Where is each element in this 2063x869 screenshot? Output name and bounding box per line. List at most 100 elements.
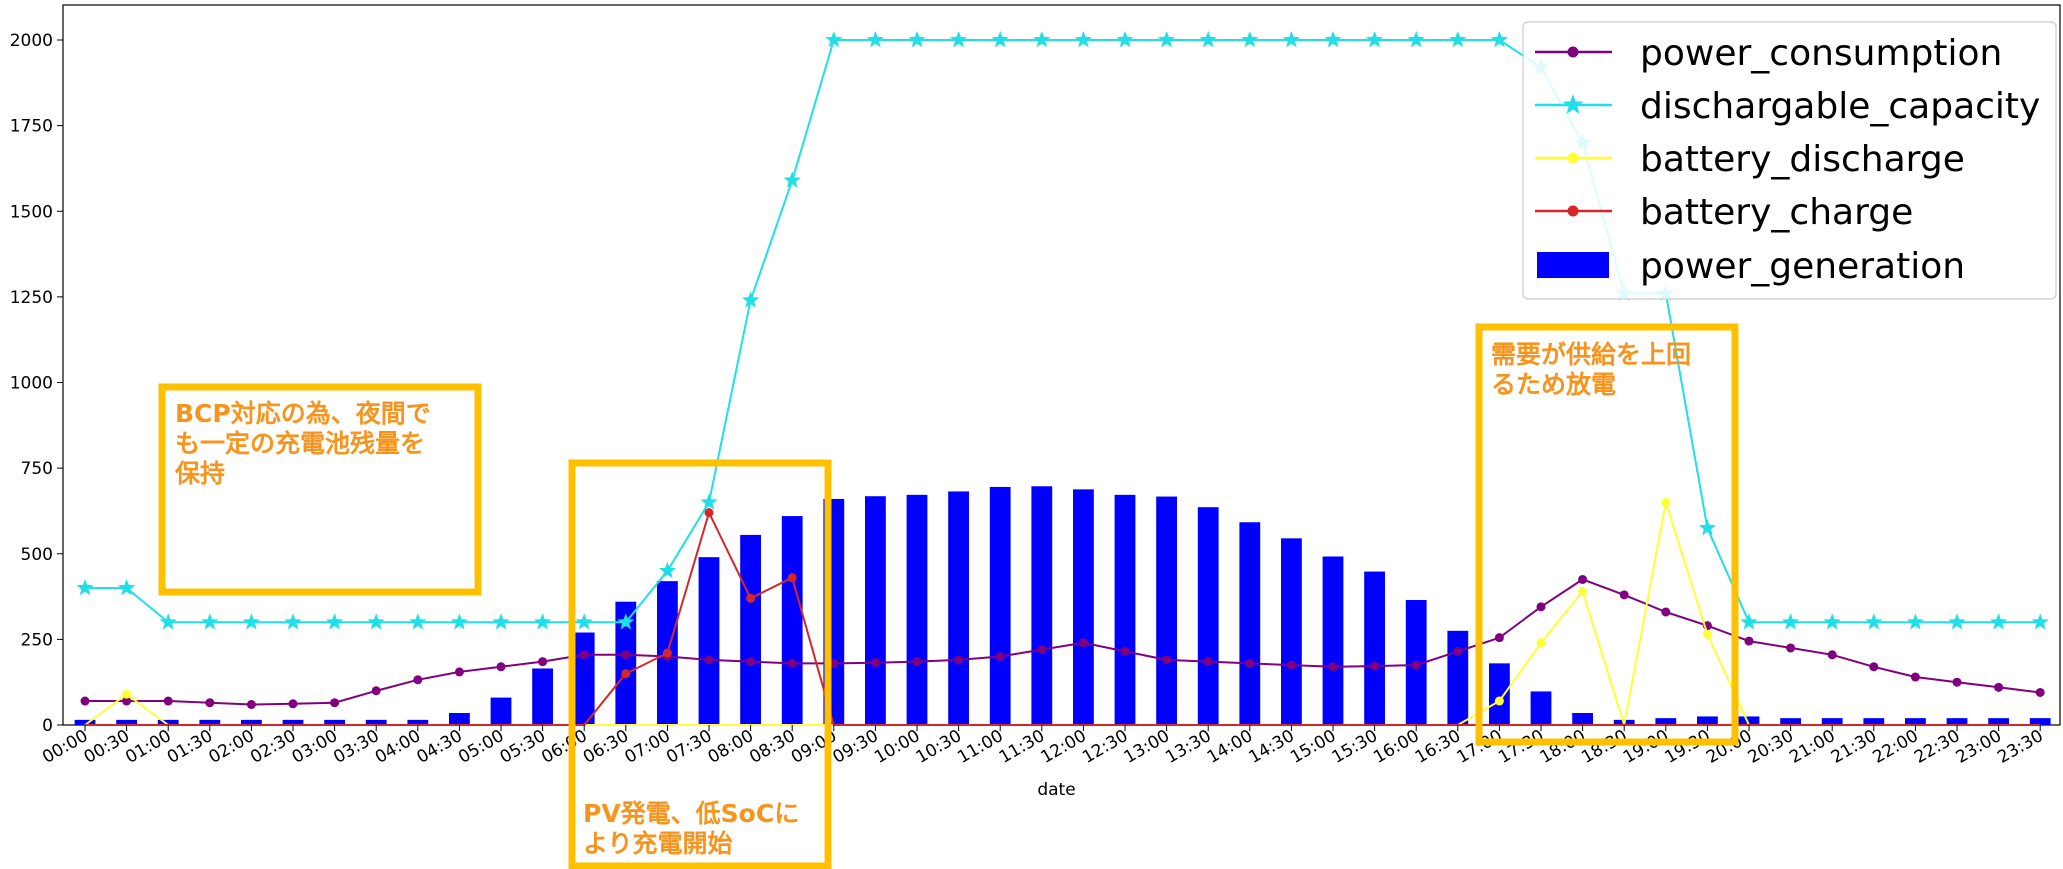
bar-power_generation-0: [74, 719, 96, 725]
x-tick-label-41: 20:30: [1745, 726, 1797, 768]
bar-power_generation-43: [1863, 718, 1885, 725]
point-power_consumption-32: [1411, 660, 1421, 670]
bar-power_generation-46: [1988, 718, 2009, 725]
x-tick-label-25: 12:30: [1079, 726, 1131, 768]
line-battery_charge: [85, 509, 2041, 726]
legend-label-dischargable_capacity: dischargable_capacity: [1640, 86, 2040, 127]
bar-power_generation-1: [116, 719, 137, 725]
point-dischargable_capacity-44: [1906, 613, 1924, 630]
y-tick-label-1750: 1750: [10, 117, 53, 137]
annotation-text-2-1: PV発電、低SoCに: [583, 799, 799, 828]
y-tick-label-750: 750: [21, 459, 53, 479]
x-tick-label-40: 20:00: [1703, 726, 1755, 768]
point-power_consumption-25: [1120, 646, 1130, 656]
x-tick-label-15: 07:30: [663, 726, 715, 768]
bar-power_generation-8: [407, 719, 429, 725]
point-dischargable_capacity-42: [1823, 613, 1841, 630]
point-power_consumption-24: [1078, 638, 1088, 648]
y-tick-label-250: 250: [21, 630, 53, 650]
y-tick-label-2000: 2000: [10, 31, 53, 51]
annotation-box-3: [1475, 323, 1739, 746]
x-tick-label-20: 10:00: [871, 726, 923, 768]
point-battery_discharge-36: [1578, 586, 1588, 596]
bar-power_generation-19: [865, 496, 886, 725]
point-battery_charge-16: [746, 593, 756, 603]
bar-power_generation-4: [241, 719, 262, 725]
x-tick-label-14: 07:00: [621, 726, 673, 768]
point-power_consumption-5: [288, 699, 298, 709]
point-battery_discharge-35: [1536, 638, 1546, 648]
point-dischargable_capacity-13: [617, 613, 635, 630]
lines-group: [76, 31, 2049, 726]
point-power_consumption-38: [1661, 607, 1671, 617]
x-tick-label-30: 15:00: [1287, 726, 1339, 768]
point-power_consumption-6: [330, 698, 340, 708]
point-dischargable_capacity-31: [1366, 31, 1384, 48]
bar-power_generation-16: [740, 534, 761, 725]
point-dischargable_capacity-5: [284, 613, 302, 630]
annotation-text-3-1: 需要が供給を上回: [1491, 340, 1691, 369]
point-dischargable_capacity-4: [242, 613, 260, 630]
point-power_consumption-29: [1286, 660, 1296, 670]
x-tick-label-31: 15:30: [1329, 726, 1381, 768]
x-tick-label-28: 14:00: [1204, 726, 1256, 768]
y-tick-label-1250: 1250: [10, 288, 53, 308]
point-dischargable_capacity-40: [1740, 613, 1758, 630]
point-power_consumption-8: [413, 675, 423, 685]
point-power_consumption-40: [1744, 636, 1754, 646]
point-power_consumption-35: [1536, 602, 1546, 612]
legend-label-power_generation: power_generation: [1640, 246, 1965, 287]
point-power_consumption-30: [1328, 662, 1338, 672]
bar-power_generation-28: [1239, 522, 1261, 725]
point-battery_discharge-38: [1661, 497, 1671, 507]
x-tick-label-23: 11:30: [996, 726, 1048, 768]
point-power_consumption-34: [1494, 633, 1504, 643]
y-tick-label-0: 0: [42, 716, 53, 736]
annotation-box-1: [158, 383, 482, 596]
bar-power_generation-44: [1905, 718, 1926, 725]
x-tick-label-45: 22:30: [1911, 726, 1963, 768]
annotation-text-1-3: 保持: [174, 459, 225, 488]
point-dischargable_capacity-23: [1033, 31, 1051, 48]
x-tick-label-5: 02:30: [247, 726, 299, 768]
point-power_consumption-16: [746, 657, 756, 667]
x-tick-label-6: 03:00: [289, 726, 341, 768]
point-power_consumption-31: [1370, 661, 1380, 671]
point-dischargable_capacity-26: [1158, 31, 1176, 48]
annotation-text-3-2: るため放電: [1491, 370, 1616, 399]
annotation-text-2-2: より充電開始: [583, 829, 733, 858]
point-dischargable_capacity-6: [326, 613, 344, 630]
bar-power_generation-30: [1322, 556, 1344, 725]
point-dischargable_capacity-19: [866, 31, 884, 48]
point-power_consumption-17: [787, 658, 797, 668]
legend: power_consumption dischargable_capacityba…: [1522, 21, 2057, 300]
point-dischargable_capacity-33: [1449, 31, 1467, 48]
legend-label-battery_charge: battery_charge: [1640, 192, 1913, 233]
line-dischargable_capacity: [85, 39, 2041, 624]
y-tick-label-1000: 1000: [10, 374, 53, 394]
point-power_consumption-47: [2035, 687, 2045, 697]
point-power_consumption-26: [1162, 655, 1172, 665]
point-power_consumption-36: [1578, 574, 1588, 584]
point-battery_charge-17: [787, 573, 797, 583]
point-power_consumption-12: [579, 650, 589, 660]
point-power_consumption-4: [246, 699, 256, 709]
point-power_consumption-43: [1869, 662, 1879, 672]
bar-power_generation-21: [948, 491, 969, 725]
bar-power_generation-5: [282, 719, 304, 725]
bar-power_generation-41: [1780, 718, 1801, 725]
point-battery_discharge-1: [122, 689, 132, 699]
x-tick-label-43: 21:30: [1828, 726, 1880, 768]
x-axis-label: date: [1037, 780, 1075, 800]
x-tick-label-17: 08:30: [746, 726, 798, 768]
point-battery_discharge-34: [1494, 696, 1504, 706]
x-tick-label-1: 00:30: [81, 726, 133, 768]
x-tick-label-10: 05:00: [455, 726, 507, 768]
bar-power_generation-23: [1031, 486, 1053, 725]
point-power_consumption-33: [1453, 646, 1463, 656]
x-tick-label-35: 17:30: [1495, 726, 1547, 768]
x-tick-label-3: 01:30: [164, 726, 216, 768]
x-tick-label-33: 16:30: [1412, 726, 1464, 768]
